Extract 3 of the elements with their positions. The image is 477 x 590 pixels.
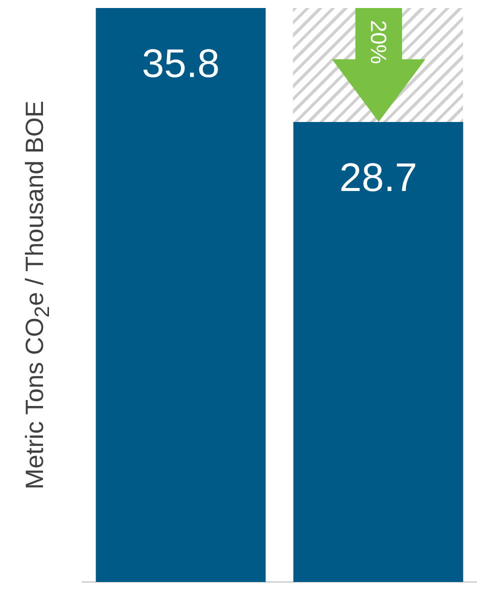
data-label: 28.7 [339, 156, 418, 200]
data-label: 35.8 [142, 42, 220, 86]
annotation: 20% [365, 20, 392, 64]
